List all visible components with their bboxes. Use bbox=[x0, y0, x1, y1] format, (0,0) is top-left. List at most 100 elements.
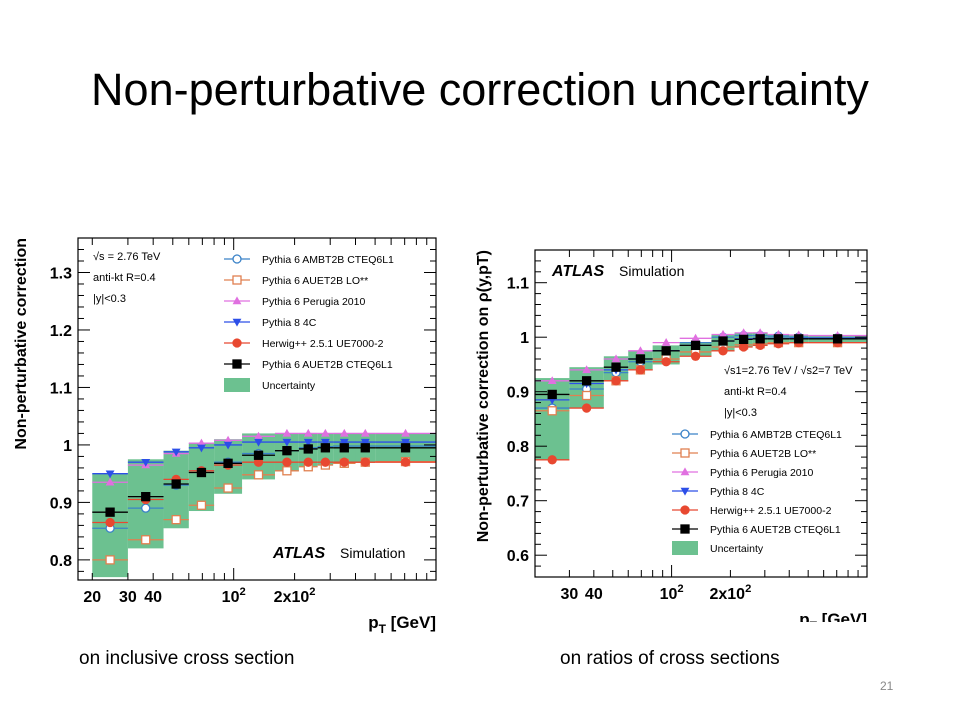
chart-left: 20 30 40 102 2x102 0.8 0.9 1 1.1 1.2 1.3 Non-pertur… bbox=[13, 237, 437, 636]
x-tick-label: 40 bbox=[585, 586, 603, 603]
data-point bbox=[339, 457, 349, 467]
legend-label: Herwig++ 2.5.1 UE7000-2 bbox=[262, 338, 384, 350]
data-point bbox=[718, 329, 728, 338]
legend-label: Pythia 6 AMBT2B CTEQ6L1 bbox=[710, 429, 842, 441]
legend-label: Pythia 8 4C bbox=[262, 317, 317, 329]
data-point bbox=[755, 328, 765, 337]
data-point bbox=[581, 376, 592, 386]
page-number: 21 bbox=[880, 679, 894, 693]
data-point bbox=[661, 357, 671, 367]
data-point bbox=[635, 365, 646, 375]
legend-label: Herwig++ 2.5.1 UE7000-2 bbox=[710, 505, 832, 517]
data-point bbox=[360, 438, 370, 447]
atlas-word: ATLAS bbox=[272, 545, 325, 562]
x-tick-label: 2x102 bbox=[709, 583, 751, 603]
info-line: anti-kt R=0.4 bbox=[724, 386, 787, 398]
data-point bbox=[282, 466, 292, 476]
y-axis-label: Non-perturbative correction bbox=[13, 238, 30, 450]
chart-right: 30 40 102 2x102 0.6 0.7 0.8 0.9 1 1.1 Non-perturba… bbox=[475, 249, 868, 622]
data-point bbox=[253, 470, 264, 480]
data-point bbox=[141, 503, 151, 513]
legend-band-swatch bbox=[224, 378, 250, 392]
data-point bbox=[360, 457, 370, 467]
x-tick-label: 30 bbox=[561, 586, 579, 603]
legend-label: Uncertainty bbox=[710, 543, 764, 555]
y-tick-label: 0.9 bbox=[50, 495, 72, 512]
x-axis-label: pT [GeV] bbox=[368, 613, 436, 636]
data-point bbox=[303, 444, 313, 454]
data-point bbox=[105, 555, 115, 565]
data-point bbox=[400, 457, 411, 467]
data-point bbox=[320, 443, 331, 453]
data-point bbox=[611, 354, 621, 363]
data-point bbox=[254, 438, 263, 447]
legend: Pythia 6 AMBT2B CTEQ6L1 Pythia 6 AUET2B L… bbox=[224, 254, 394, 392]
legend-marker bbox=[232, 338, 242, 348]
atlas-word: ATLAS bbox=[551, 263, 604, 280]
data-point bbox=[738, 342, 749, 352]
x-tick-label: 102 bbox=[660, 583, 684, 603]
simulation-word: Simulation bbox=[340, 545, 405, 561]
series-3 bbox=[535, 328, 867, 384]
series-4 bbox=[92, 438, 436, 479]
info-box: √s = 2.76 TeV anti-kt R=0.4 |y|<0.3 bbox=[93, 251, 161, 305]
y-tick-label: 0.7 bbox=[507, 494, 529, 511]
plot-area bbox=[535, 250, 867, 577]
data-point bbox=[303, 438, 313, 447]
x-tick-label: 40 bbox=[144, 589, 162, 606]
y-tick-label: 0.9 bbox=[507, 385, 529, 402]
atlas-label: ATLAS Simulation bbox=[272, 545, 405, 562]
y-tick-label: 1.2 bbox=[50, 323, 72, 340]
data-point bbox=[105, 507, 115, 517]
data-point bbox=[339, 438, 349, 447]
legend-marker bbox=[680, 448, 690, 458]
legend-marker bbox=[680, 467, 690, 476]
data-point bbox=[773, 334, 784, 344]
legend-marker bbox=[680, 487, 690, 496]
legend-label: Pythia 6 AUET2B CTEQ6L1 bbox=[262, 359, 393, 371]
data-point bbox=[253, 450, 264, 460]
legend-label: Pythia 6 Perugia 2010 bbox=[262, 296, 365, 308]
y-tick-label: 0.8 bbox=[50, 553, 72, 570]
data-point bbox=[661, 346, 671, 356]
atlas-label: ATLAS Simulation bbox=[551, 263, 684, 280]
data-point bbox=[282, 457, 292, 467]
data-point bbox=[400, 443, 411, 453]
data-point bbox=[282, 446, 292, 456]
data-point bbox=[223, 435, 233, 444]
data-point bbox=[282, 438, 292, 447]
data-point bbox=[582, 365, 592, 374]
y-tick-label: 0.6 bbox=[507, 548, 529, 565]
legend-label: Pythia 6 AUET2B LO** bbox=[262, 275, 368, 287]
info-line: √s = 2.76 TeV bbox=[93, 251, 161, 263]
data-point bbox=[611, 362, 621, 372]
data-point bbox=[832, 334, 843, 344]
legend-label: Pythia 6 AUET2B CTEQ6L1 bbox=[710, 524, 841, 536]
data-point bbox=[303, 428, 313, 437]
data-point bbox=[141, 492, 151, 502]
data-point bbox=[691, 333, 700, 342]
legend-marker bbox=[232, 296, 242, 305]
data-point bbox=[636, 346, 645, 355]
data-point bbox=[282, 428, 292, 437]
info-line: |y|<0.3 bbox=[93, 293, 126, 305]
y-tick-label: 1.1 bbox=[50, 380, 72, 397]
info-line: anti-kt R=0.4 bbox=[93, 272, 156, 284]
data-point bbox=[197, 438, 206, 447]
legend-label: Uncertainty bbox=[262, 380, 316, 392]
series-6 bbox=[535, 334, 867, 400]
data-point bbox=[690, 340, 701, 351]
legend-label: Pythia 6 AMBT2B CTEQ6L1 bbox=[262, 254, 394, 266]
data-point bbox=[360, 428, 370, 437]
plot-frame bbox=[77, 237, 437, 581]
data-point bbox=[547, 406, 557, 416]
legend-label: Pythia 6 Perugia 2010 bbox=[710, 467, 813, 479]
info-line: √s1=2.76 TeV / √s2=7 TeV bbox=[724, 365, 853, 377]
data-point bbox=[223, 441, 233, 450]
data-point bbox=[581, 403, 592, 413]
data-point bbox=[661, 338, 671, 346]
info-box: √s1=2.76 TeV / √s2=7 TeV anti-kt R=0.4 |y|… bbox=[724, 365, 853, 419]
data-point bbox=[690, 351, 701, 361]
x-tick-label: 20 bbox=[83, 589, 101, 606]
data-point bbox=[360, 443, 370, 453]
